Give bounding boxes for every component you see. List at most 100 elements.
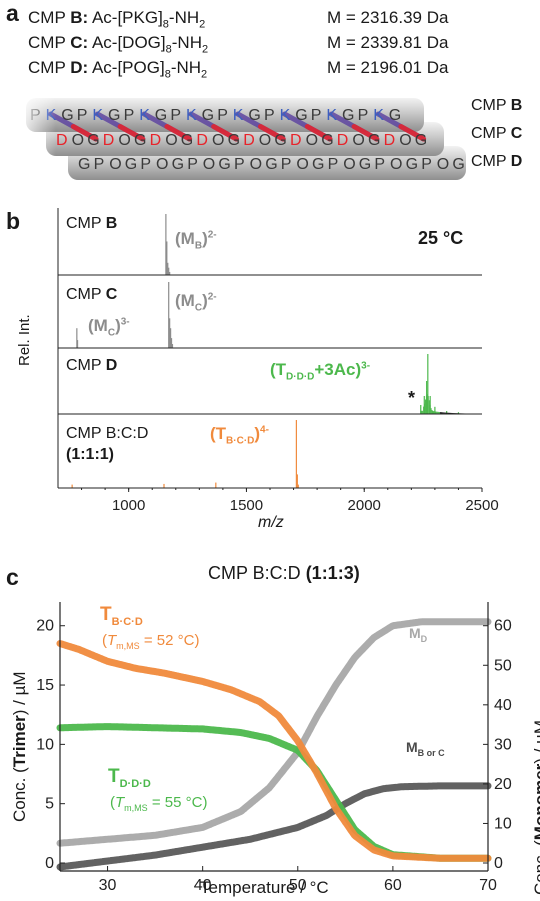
y-tick-label-left: 20 [36,618,54,635]
helix-residue: G [202,107,214,124]
helix-residue: O [212,132,224,149]
ion-close: ) [202,229,208,248]
peptide-name: CMP [28,8,71,27]
helix-label-b: CMP B [471,97,522,115]
ion-charge: 4- [260,424,269,436]
helix-residue: O [165,132,177,149]
y-tick-label-right: 20 [494,776,512,793]
helix-residue: G [155,107,167,124]
helix-residue: P [311,107,322,124]
trace-title-id: D [105,357,118,374]
mass-spectra-chart: 1000 1500 2000 2500 [57,208,499,514]
peptide-name: CMP [28,58,71,77]
panel-c-label: c [6,564,19,590]
y-tick-label-right: 0 [494,855,503,872]
trace-title-ratio: (1:1:1) [66,446,115,463]
label-unit: ) / µM [10,671,29,716]
helix-residue: O [399,132,411,149]
peptide-sequence: Ac-[POG] [88,58,165,77]
annotation-md: MD [409,625,427,644]
helix-residue: P [281,156,292,173]
annot-tm: T [115,794,125,811]
helix-residue: D [337,132,349,149]
x-tick-label: 50 [289,877,307,894]
melt-curve [56,640,492,862]
ms-x-tick-label: 1000 [112,497,145,514]
ion-charge: 2- [207,229,217,241]
helix-residue: G [415,132,427,149]
x-tick-label: 30 [99,877,117,894]
helix-residue: P [328,156,339,173]
annot-main: T [100,604,112,625]
helix-residue: G [265,156,277,173]
peptide-colon: : [82,33,89,52]
helix-label-id: C [510,125,523,142]
annot-sub: D [420,633,428,644]
ion-sub: C [194,302,203,314]
helix-residue: G [218,156,230,173]
helix-residue: O [390,156,402,173]
helix-residue: P [234,156,245,173]
helix-label-text: CMP [471,125,511,142]
helix-residue: G [321,132,333,149]
trace-title-id: B [105,215,118,232]
annot-sub: B·C·D [111,615,143,628]
trace-title-text: CMP [66,286,106,303]
peptide-sequence: Ac-[DOG] [88,33,166,52]
peptide-sequence: Ac-[PKG] [88,8,163,27]
salt-bridge-connector-red [211,124,239,142]
helix-residue: G [406,156,418,173]
salt-bridge-connector-red [304,124,333,142]
ion-close: ) [202,291,208,310]
label-unit: ) / µM [531,719,540,764]
annot-tm-value: = 52 °C) [139,632,200,649]
ion-main: (M [175,229,195,248]
helix-residue: P [170,107,181,124]
salt-bridge-connector-red [258,124,286,142]
ion-charge: 3- [361,360,371,372]
helix-residue: D [150,132,162,149]
y-axis-left-label: Conc. (Trimer) / µM [10,671,30,822]
ms-x-tick-label: 1500 [230,497,263,514]
panel-b-label: b [6,208,21,234]
helix-residue: G [359,156,371,173]
panel-c-title: CMP B:C:D (1:1:3) [208,563,360,584]
helix-residue: D [290,132,302,149]
ms-x-tick-label: 2500 [465,497,498,514]
y-tick-label-left: 15 [36,677,54,694]
ion-main: (M [88,316,108,335]
impurity-star: * [408,388,416,408]
melting-curve-chart: 30 40 50 60 70 0 5 10 15 20 0 10 20 30 40 50 60 [36,602,512,894]
label-text: Conc. ( [531,840,540,895]
peptide-terminus: -NH [170,58,202,77]
x-tick-label: 40 [194,877,212,894]
ion-charge: 3- [120,316,130,328]
peptide-mass: M = 2196.01 Da [327,58,449,77]
ion-sub: B [194,240,203,252]
helix-residue: P [358,107,369,124]
salt-bridge-connector-red [351,124,380,142]
annot-main: M [409,625,421,641]
x-tick-label: 70 [479,877,497,894]
helix-label-d: CMP D [471,153,522,171]
peptide-terminus-sub: 2 [201,68,208,81]
annot-tm-value: = 55 °C) [147,794,208,811]
annot-main: M [406,739,418,755]
ion-close: ) [115,316,121,335]
helix-residue: G [228,132,240,149]
helix-residue: D [243,132,255,149]
melt-axes: 30 40 50 60 70 0 5 10 15 20 0 10 20 30 40 50 60 [36,602,512,894]
ms-y-axis-label: Rel. Int. [16,314,33,366]
helix-residue: G [181,132,193,149]
helix-label-c: CMP C [471,125,522,143]
helix-residue: K [280,107,291,124]
peptide-row: CMP D: Ac-[POG]8-NH2 [28,58,207,80]
helix-residue: P [374,156,385,173]
helix-residue: O [203,156,215,173]
ion-label-mc3: (MC)3- [88,316,130,338]
helix-residue: K [186,107,197,124]
trace-title-id: C [105,286,118,303]
ion-sub: C [107,327,116,339]
trace-title-text: CMP B:C:D [66,425,149,442]
ion-main: (T [210,424,227,443]
